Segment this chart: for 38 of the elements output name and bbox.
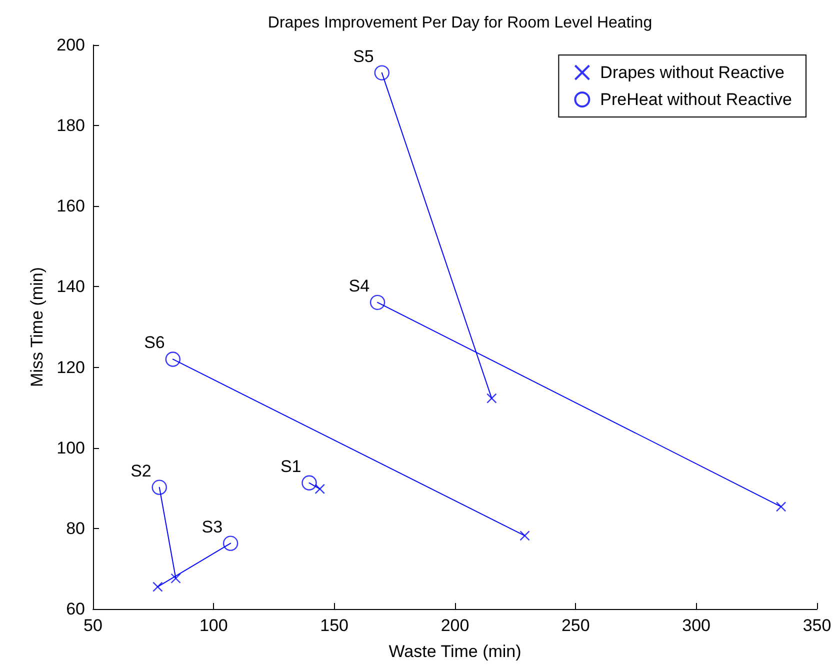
x-tick-label: 150 [320, 616, 349, 635]
point [152, 582, 163, 592]
chart-title: Drapes Improvement Per Day for Room Level Heating [268, 14, 652, 32]
point [222, 536, 238, 551]
legend-label: PreHeat without Reactive [600, 90, 792, 109]
x-tick-label: 350 [802, 616, 832, 635]
y-tick-label: 120 [56, 358, 85, 377]
point [520, 530, 530, 541]
point [374, 65, 390, 80]
annotation: S2 [130, 461, 152, 480]
x-tick-label: 300 [682, 616, 711, 635]
point [302, 475, 317, 490]
y-tick-label: 160 [56, 196, 85, 216]
y-tick-label: 60 [66, 600, 85, 618]
x-tick-label: 50 [84, 616, 102, 635]
annotation: S3 [202, 517, 223, 536]
y-tick-label: 100 [56, 438, 85, 458]
point [776, 502, 786, 512]
annotation: S5 [353, 46, 374, 66]
x-tick-label: 100 [199, 616, 228, 635]
annotation: S6 [144, 333, 165, 352]
point [165, 352, 180, 367]
x-axis-title: Waste Time (min) [388, 642, 522, 661]
y-axis-title: Miss Time (min) [28, 267, 47, 387]
y-tick-label: 180 [56, 116, 85, 136]
y-tick-label: 80 [66, 518, 85, 538]
point [170, 573, 181, 584]
point [152, 480, 167, 495]
y-tick-label: 140 [56, 277, 85, 296]
point [314, 484, 325, 494]
point [370, 294, 386, 310]
annotation: S1 [280, 456, 302, 476]
x-tick-label: 200 [440, 616, 470, 635]
annotation: S4 [348, 276, 370, 296]
y-tick-label: 200 [56, 36, 85, 54]
point [486, 393, 497, 404]
legend-label: Drapes without Reactive [600, 63, 784, 82]
x-tick-label: 250 [561, 616, 590, 635]
